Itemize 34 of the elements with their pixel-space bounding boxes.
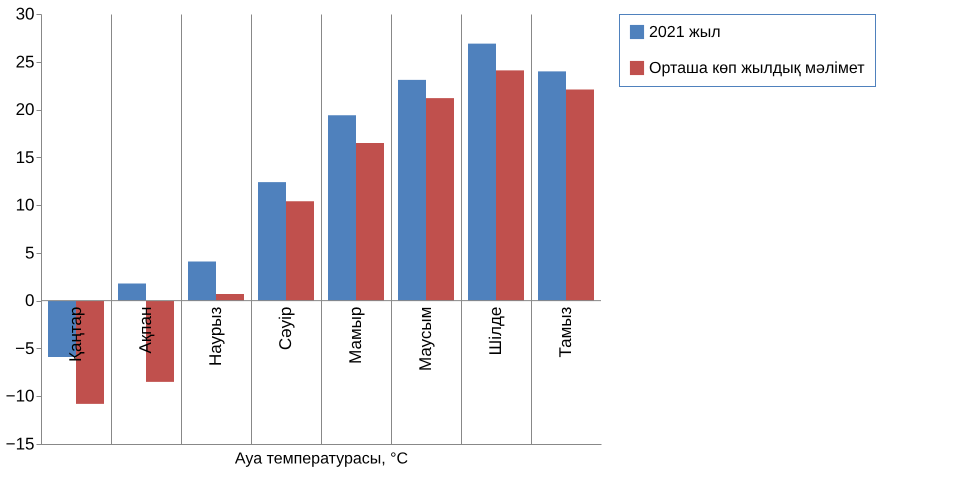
x-tick-label: Наурыз bbox=[206, 306, 225, 366]
y-tick-label: 15 bbox=[16, 148, 34, 167]
bar bbox=[566, 89, 594, 301]
bar bbox=[356, 143, 384, 301]
x-tick-label: Қаңтар bbox=[66, 306, 85, 362]
x-tick-label: Мамыр bbox=[346, 306, 365, 364]
bar bbox=[216, 294, 244, 301]
y-tick-label: 10 bbox=[16, 196, 34, 215]
bar bbox=[398, 80, 426, 301]
bar bbox=[426, 98, 454, 301]
bar bbox=[468, 44, 496, 301]
bar bbox=[258, 182, 286, 301]
x-tick-label: Сәуір bbox=[276, 306, 295, 350]
x-tick-label: Шілде bbox=[486, 306, 505, 356]
y-tick-label: 5 bbox=[25, 243, 34, 262]
bar bbox=[328, 115, 356, 301]
y-tick-label: 30 bbox=[16, 4, 34, 24]
legend-label: 2021 жыл bbox=[649, 24, 721, 41]
y-tick-label: −5 bbox=[15, 338, 34, 358]
y-tick-label: −15 bbox=[6, 434, 34, 454]
y-tick-label: 0 bbox=[25, 291, 34, 310]
x-tick-label: Маусым bbox=[416, 306, 435, 372]
bar bbox=[286, 201, 314, 301]
x-axis-title: Ауа температурасы, °C bbox=[234, 450, 408, 468]
y-tick-label: −10 bbox=[6, 386, 34, 406]
bar bbox=[188, 261, 216, 301]
bar bbox=[538, 71, 566, 301]
bar bbox=[118, 283, 146, 301]
x-tick-label: Тамыз bbox=[556, 306, 575, 358]
legend-label: Орташа көп жылдық мәлімет bbox=[649, 60, 866, 77]
x-tick-label: Ақпан bbox=[136, 306, 155, 354]
y-tick-label: 20 bbox=[16, 100, 34, 120]
y-tick-label: 25 bbox=[16, 52, 34, 72]
bar bbox=[496, 70, 524, 301]
